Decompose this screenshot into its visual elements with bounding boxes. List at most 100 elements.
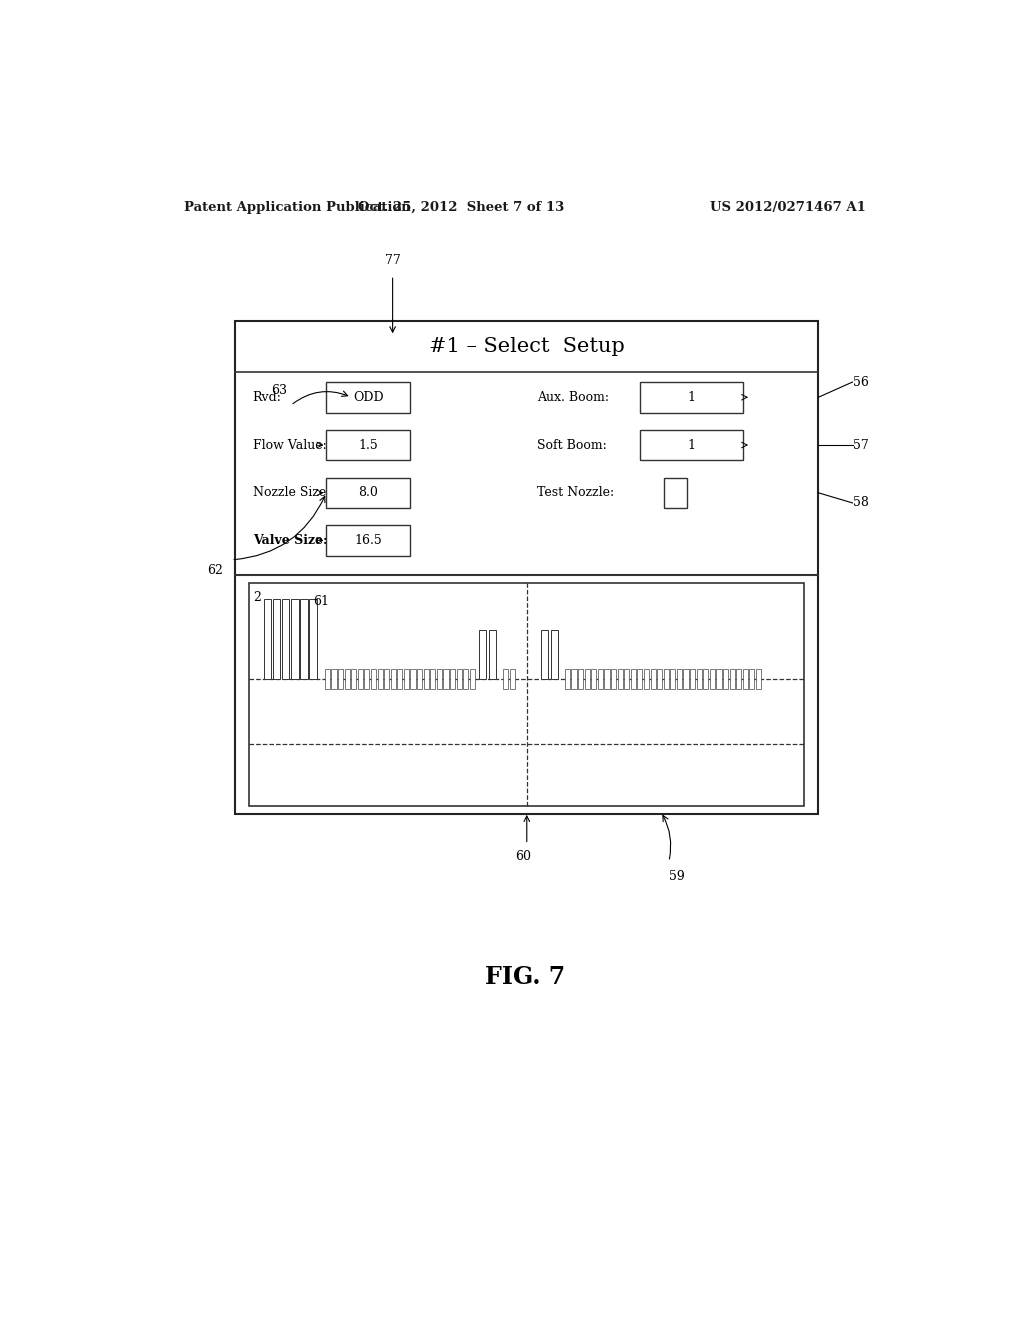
Text: 77: 77 xyxy=(385,255,400,267)
Bar xyxy=(357,669,362,689)
Bar xyxy=(644,669,649,689)
Bar xyxy=(338,669,343,689)
Text: Valve Size:: Valve Size: xyxy=(253,535,328,546)
Bar xyxy=(637,669,642,689)
Bar xyxy=(625,669,630,689)
Text: Flow Value:: Flow Value: xyxy=(253,438,327,451)
Bar xyxy=(571,669,577,689)
Bar xyxy=(378,669,383,689)
Text: 59: 59 xyxy=(669,870,685,883)
Text: 63: 63 xyxy=(270,384,287,396)
Text: 16.5: 16.5 xyxy=(354,535,382,546)
Text: 57: 57 xyxy=(853,438,868,451)
Bar xyxy=(585,669,590,689)
Text: FIG. 7: FIG. 7 xyxy=(484,965,565,989)
Text: 62: 62 xyxy=(207,564,223,577)
Bar xyxy=(463,669,468,689)
Bar xyxy=(742,669,748,689)
Bar xyxy=(565,669,570,689)
Bar xyxy=(470,669,475,689)
Bar xyxy=(327,525,410,556)
Bar xyxy=(756,669,761,689)
Bar xyxy=(371,669,376,689)
Bar xyxy=(736,669,741,689)
Text: Nozzle Size:: Nozzle Size: xyxy=(253,486,330,499)
Bar xyxy=(750,669,755,689)
Bar xyxy=(282,599,290,678)
Bar xyxy=(411,669,416,689)
Bar xyxy=(417,669,422,689)
Bar xyxy=(551,630,558,678)
Bar xyxy=(729,669,734,689)
Bar xyxy=(332,669,337,689)
Text: 1: 1 xyxy=(687,438,695,451)
Bar xyxy=(631,669,636,689)
Bar xyxy=(617,669,623,689)
Bar xyxy=(327,430,410,461)
Text: ODD: ODD xyxy=(352,391,383,404)
Bar xyxy=(351,669,356,689)
Bar xyxy=(640,430,743,461)
Bar xyxy=(598,669,603,689)
Bar xyxy=(325,669,330,689)
Bar xyxy=(664,478,687,508)
Bar xyxy=(664,669,669,689)
Bar xyxy=(391,669,396,689)
Bar xyxy=(384,669,389,689)
Bar xyxy=(365,669,370,689)
Bar xyxy=(479,630,486,678)
Bar xyxy=(327,478,410,508)
Text: 56: 56 xyxy=(853,375,868,388)
Text: 61: 61 xyxy=(313,595,329,609)
Bar xyxy=(344,669,350,689)
Bar xyxy=(264,599,271,678)
Bar xyxy=(300,599,308,678)
Bar xyxy=(657,669,663,689)
Bar xyxy=(579,669,584,689)
Bar xyxy=(510,669,515,689)
Bar xyxy=(503,669,508,689)
Bar xyxy=(541,630,548,678)
Bar xyxy=(430,669,435,689)
Bar xyxy=(650,669,655,689)
Bar xyxy=(403,669,409,689)
Text: 2: 2 xyxy=(253,591,261,605)
Bar xyxy=(272,599,281,678)
Text: Soft Boom:: Soft Boom: xyxy=(537,438,606,451)
Bar xyxy=(397,669,402,689)
Text: Oct. 25, 2012  Sheet 7 of 13: Oct. 25, 2012 Sheet 7 of 13 xyxy=(358,201,564,214)
Bar xyxy=(236,321,818,814)
Bar xyxy=(723,669,728,689)
Bar xyxy=(457,669,462,689)
Text: #1 – Select  Setup: #1 – Select Setup xyxy=(429,337,625,356)
Bar xyxy=(677,669,682,689)
Text: Test Nozzle:: Test Nozzle: xyxy=(537,486,613,499)
Bar xyxy=(437,669,442,689)
Text: 8.0: 8.0 xyxy=(358,486,378,499)
Bar xyxy=(450,669,455,689)
Bar xyxy=(488,630,496,678)
Bar xyxy=(443,669,449,689)
Bar xyxy=(591,669,596,689)
Bar xyxy=(611,669,616,689)
Bar xyxy=(703,669,709,689)
Text: 60: 60 xyxy=(515,850,530,863)
Bar xyxy=(640,381,743,413)
Bar xyxy=(696,669,701,689)
Bar xyxy=(710,669,715,689)
Text: Aux. Boom:: Aux. Boom: xyxy=(537,391,608,404)
Text: 1.5: 1.5 xyxy=(358,438,378,451)
Bar xyxy=(309,599,316,678)
Bar xyxy=(717,669,722,689)
Text: US 2012/0271467 A1: US 2012/0271467 A1 xyxy=(711,201,866,214)
Bar xyxy=(690,669,695,689)
Bar xyxy=(604,669,609,689)
Bar xyxy=(424,669,429,689)
Bar xyxy=(683,669,688,689)
Text: 58: 58 xyxy=(853,496,868,510)
Bar xyxy=(250,583,804,805)
Bar xyxy=(671,669,676,689)
Bar xyxy=(291,599,299,678)
Bar xyxy=(327,381,410,413)
Text: Rvd:: Rvd: xyxy=(253,391,282,404)
